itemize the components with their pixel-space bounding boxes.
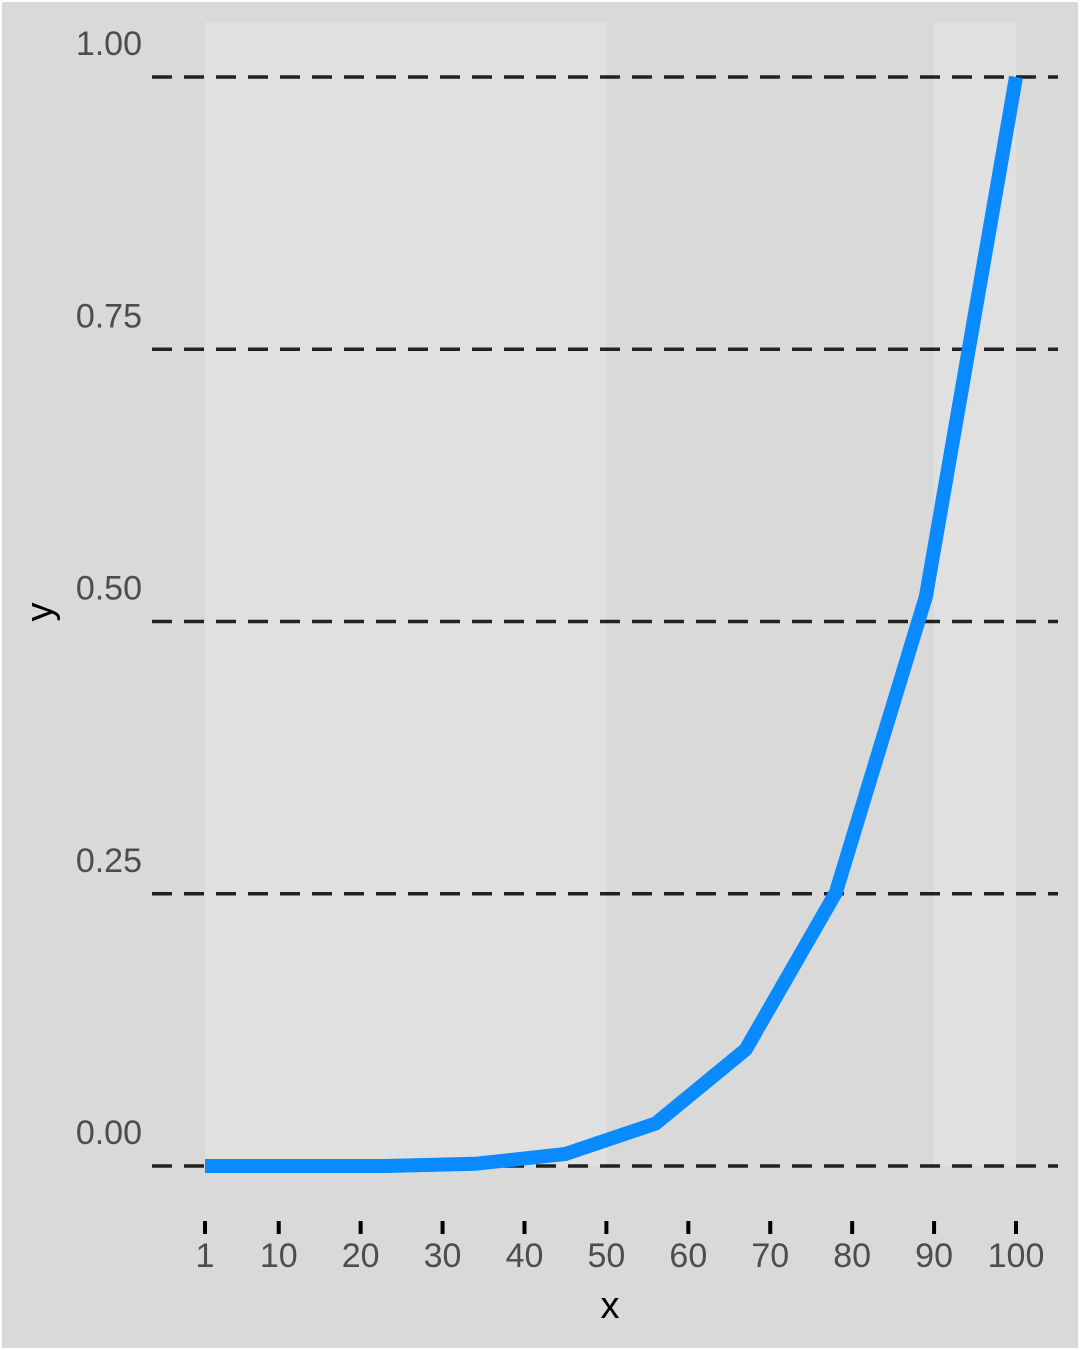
- y-tick-label: 0.75: [76, 297, 142, 335]
- shaded-band: [205, 22, 607, 1166]
- x-tick-label: 50: [587, 1237, 625, 1275]
- series-line: [205, 75, 1023, 1173]
- x-tick-label: 30: [424, 1237, 462, 1275]
- y-axis: 0.00 0.25 0.50 0.75 1.00: [76, 25, 142, 1152]
- x-tick-label: 60: [669, 1237, 707, 1275]
- y-tick-label: 0.25: [76, 842, 142, 880]
- y-tick-label: 1.00: [76, 25, 142, 63]
- x-tick-label: 90: [915, 1237, 953, 1275]
- y-axis-title: y: [19, 603, 61, 622]
- x-tick-label: 20: [342, 1237, 380, 1275]
- series-layer: [205, 75, 1023, 1173]
- x-axis-title: x: [601, 1285, 620, 1327]
- x-tick-label: 10: [260, 1237, 298, 1275]
- x-tick-label: 70: [751, 1237, 789, 1275]
- y-tick-label: 0.00: [76, 1114, 142, 1152]
- x-tick-label: 100: [988, 1237, 1045, 1275]
- y-tick-label: 0.50: [76, 570, 142, 608]
- gridlines: [152, 75, 1058, 1168]
- x-tick-label: 80: [833, 1237, 871, 1275]
- x-axis: 1 10 20 30 40 50 60 70 80 90 100: [196, 1221, 1045, 1275]
- x-tick-label: 40: [506, 1237, 544, 1275]
- shaded-bands: [205, 22, 1016, 1166]
- x-tick-label: 1: [196, 1237, 215, 1275]
- shaded-band: [934, 22, 1016, 1166]
